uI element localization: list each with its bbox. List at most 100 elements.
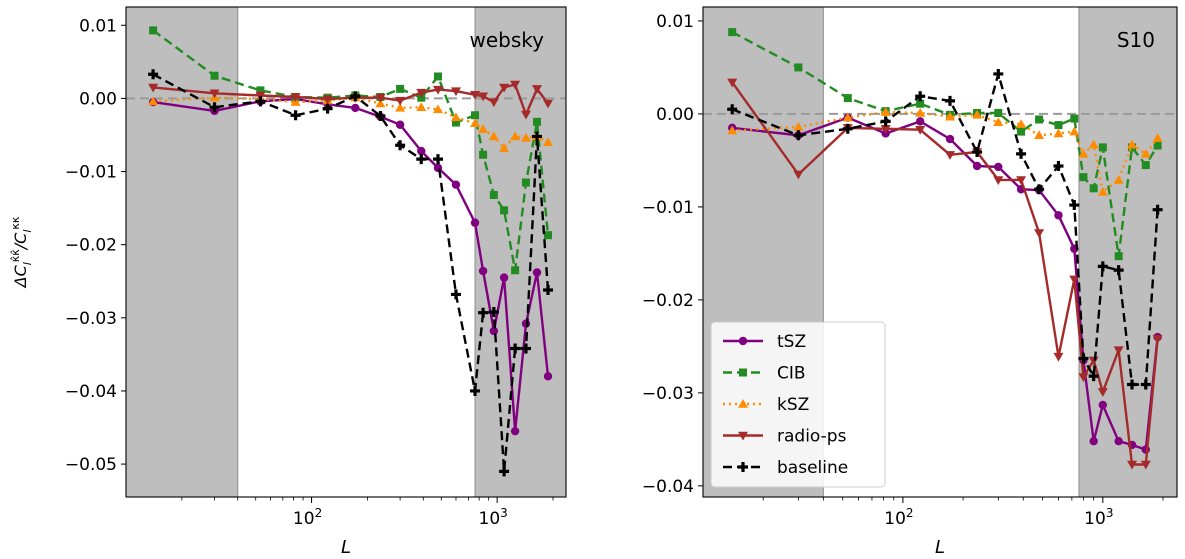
data-point-ksz [1113,174,1124,184]
data-point-tsz [433,163,443,173]
data-point-ksz [148,96,159,106]
data-point-tsz [1089,437,1098,446]
y-tick-label: −0.03 [65,309,117,329]
data-point-ksz [478,124,489,133]
legend-label-baseline: baseline [777,458,848,478]
data-point-baseline [432,154,443,165]
data-point-ksz [395,102,406,112]
data-point-tsz [510,426,520,436]
data-point-cib [500,206,509,215]
data-point-baseline [842,123,853,134]
data-point-tsz [417,146,426,156]
data-point-cib [210,71,219,80]
data-point-baseline [972,147,983,158]
legend-marker-radio-ps [738,431,748,441]
data-point-baseline [1069,200,1080,211]
data-point-ksz [944,111,955,121]
data-point-radio-ps [1053,352,1064,362]
data-point-ksz [1152,133,1163,142]
data-point-radio-ps [1113,346,1124,356]
data-point-baseline [1113,265,1124,276]
data-point-baseline [1127,379,1138,390]
data-point-cib [916,99,925,108]
y-tick-label: −0.01 [642,198,694,218]
data-point-tsz [972,161,982,171]
data-point-radio-ps [880,125,891,134]
data-point-ksz [993,117,1004,127]
data-point-baseline [944,95,955,106]
data-point-baseline [543,285,554,296]
data-point-baseline [322,103,333,114]
data-point-baseline [1097,261,1108,272]
data-point-ksz [450,112,461,122]
data-point-ksz [375,98,386,108]
data-point-tsz [543,372,553,381]
series-baseline [148,69,554,477]
data-point-baseline [499,466,510,477]
data-point-ksz [880,107,891,116]
data-point-cib [843,94,852,103]
plot-frame [125,6,567,498]
x-tick-label: 103 [479,506,508,529]
data-point-cib [1079,173,1088,182]
series-baseline [727,68,1163,390]
y-tick-label: 0.01 [79,16,117,36]
data-point-baseline [450,289,461,300]
data-point-tsz [395,120,405,129]
data-point-baseline [793,130,804,141]
data-point-cib [1035,115,1044,124]
data-point-cib [1141,161,1150,170]
data-point-baseline [290,110,301,121]
data-point-tsz [470,218,480,227]
data-point-ksz [499,143,510,152]
data-point-ksz [1088,139,1099,149]
data-point-cib [489,190,498,199]
shaded-range-0 [126,7,238,497]
data-point-ksz [727,125,738,135]
data-point-baseline [1034,184,1045,195]
data-point-radio-ps [520,110,531,120]
data-point-tsz [532,268,542,277]
data-point-ksz [1078,148,1089,158]
data-point-cib [479,150,488,159]
data-point-baseline [375,110,386,121]
data-point-cib [256,86,265,95]
legend-label-ksz: kSZ [777,395,809,415]
y-tick-label: −0.04 [642,477,694,497]
data-point-ksz [972,109,983,119]
x-axis-label: L [341,537,351,558]
y-tick-label: −0.04 [65,382,117,402]
data-point-baseline [880,116,891,127]
data-point-radio-ps [944,151,955,160]
data-point-baseline [470,385,481,396]
data-point-ksz [1053,128,1064,138]
data-point-tsz [1054,211,1063,220]
x-tick-label: 102 [293,506,322,529]
data-point-cib [728,28,737,37]
data-point-ksz [510,131,521,141]
data-point-baseline [1016,148,1027,159]
data-point-tsz [499,273,509,282]
data-point-cib [994,108,1003,117]
data-point-cib [521,178,530,187]
data-point-radio-ps [1140,460,1151,470]
y-tick-label: −0.02 [65,236,117,256]
data-point-baseline [727,104,738,115]
legend-marker-tsz [738,336,748,346]
y-axis-label: ΔClκ̂κ̂/Clκκ [9,216,34,289]
panel-title: S10 [1117,28,1155,52]
data-point-cib [1114,252,1123,261]
data-point-cib [511,266,520,275]
data-point-radio-ps [450,87,461,97]
data-point-ksz [1069,126,1080,136]
data-point-tsz [1114,437,1123,446]
data-point-cib [471,111,480,120]
data-point-tsz [351,103,360,113]
data-point-ksz [470,118,481,128]
data-point-radio-ps [1034,229,1045,238]
data-point-baseline [395,140,406,151]
data-point-radio-ps [478,92,489,102]
data-point-ksz [842,112,853,122]
y-tick-label: −0.02 [642,291,694,311]
